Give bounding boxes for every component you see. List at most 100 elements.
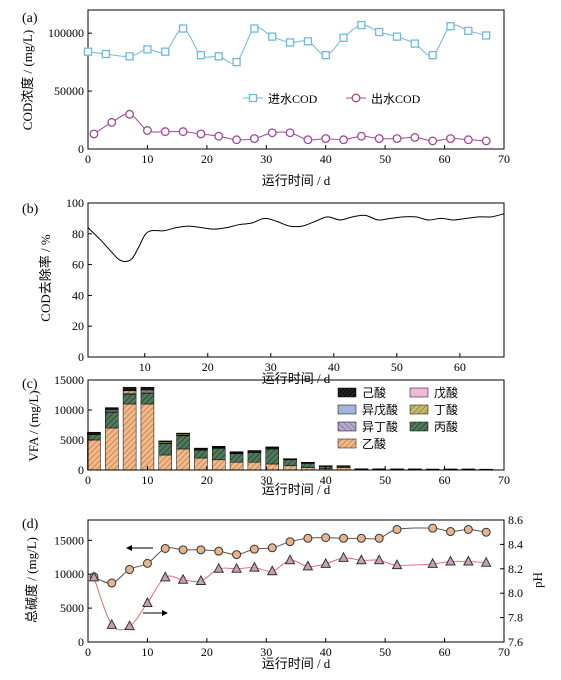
y-axis-label-d-left: 总碱度 / (mg/L) [24,537,39,623]
data-point [374,134,384,144]
legend-label: 异戊酸 [362,402,398,417]
bar-segment [176,435,190,450]
x-tick-label: 70 [498,645,510,659]
data-point [107,117,117,127]
data-point [428,51,437,60]
bar-segment [229,461,244,471]
bar-segment [194,449,208,459]
x-tick-label: 60 [439,645,451,659]
bar-segment [265,463,279,471]
ph-point [88,571,100,582]
legend-swatch [337,421,357,432]
ph-point [445,555,456,566]
alkalinity-point [356,533,366,543]
ph-point [284,554,296,565]
ph-point [320,557,332,568]
data-point [357,20,366,30]
alkalinity-point [232,550,242,560]
ph-point [249,561,260,572]
x-axis-label-c: 运行时间 / d [262,482,331,497]
panel-label-a: (a) [22,11,38,26]
data-point [178,127,188,137]
x-tick-label: 50 [379,473,391,487]
legend-label: 丙酸 [434,419,458,434]
y-axis-label-b: COD去除率 / % [38,234,53,322]
legend-label: 己酸 [362,385,386,400]
bar-segment [176,448,190,471]
legend-swatch [337,438,357,449]
bar-segment [158,443,173,456]
bar-segment [140,403,155,471]
y2-tick-label: 8.6 [508,513,523,527]
x-tick-label: 10 [141,645,153,659]
bar-segment [211,459,226,471]
y-tick-label: 0 [78,635,84,649]
plot-frame-b [87,202,505,358]
ph-line [93,557,487,631]
data-point [428,136,438,146]
x-tick-label: 30 [260,645,272,659]
y-axis-label-c: VFA / (mg/L) [26,390,41,461]
x-tick-label: 10 [141,152,153,166]
alkalinity-point [249,544,259,554]
bar-segment [105,412,119,429]
y-axis-label-a: COD浓度 / (mg/L) [20,30,35,130]
data-point [214,131,224,141]
x-tick-label: 20 [201,473,213,487]
y-tick-label: 15000 [54,533,84,547]
alkalinity-point [160,543,170,553]
y2-tick-label: 7.6 [508,635,523,649]
data-point [464,26,473,36]
alkalinity-point [214,546,224,556]
bar-segment [283,459,297,467]
legend-label: 异丁酸 [362,419,398,434]
bar-segment [283,465,297,471]
ph-point [338,551,349,562]
x-tick-label: 50 [391,360,403,374]
legend-label-effluent: 出水COD [371,92,421,106]
bar-segment [140,389,155,393]
y-tick-label: 60 [72,258,84,272]
plot-frame-a [87,9,505,150]
data-point [196,129,206,139]
y2-tick-label: 8.2 [508,562,523,576]
data-point [303,135,313,145]
ph-point [195,574,207,585]
data-point [267,128,277,138]
data-point [321,51,330,60]
alkalinity-point [481,527,491,537]
x-axis-label-b: 运行时间 / d [262,371,331,386]
y-tick-label: 100 [66,196,84,210]
x-tick-label: 20 [201,645,213,659]
legend-label-influent: 进水COD [268,92,318,106]
data-point [481,136,491,146]
data-point [482,31,491,40]
alkalinity-point [107,578,117,588]
data-point [339,135,348,145]
data-point [410,39,420,48]
x-axis-label-a: 运行时间 / d [262,173,331,188]
x-tick-label: 40 [320,645,332,659]
data-point [232,57,241,67]
bar-segment [105,407,119,410]
ph-point [356,554,367,565]
legend-swatch [337,387,357,398]
x-tick-label: 40 [328,360,340,374]
alkalinity-point [392,524,402,534]
y-tick-label: 20 [72,319,84,333]
panel-label-c: (c) [22,377,38,392]
x-tick-label: 30 [260,473,272,487]
x-tick-label: 30 [260,152,272,166]
data-point [285,128,295,138]
data-point [392,134,402,144]
data-point [160,127,170,137]
data-point [250,24,259,33]
arrow-right-head [162,610,168,616]
x-axis-label-d: 运行时间 / d [262,656,331,671]
legend-marker-influent [248,93,258,103]
x-tick-label: 30 [265,360,277,374]
x-tick-label: 10 [141,473,153,487]
plot-frame-c [87,379,505,471]
data-point [196,51,206,60]
x-tick-label: 40 [320,473,332,487]
